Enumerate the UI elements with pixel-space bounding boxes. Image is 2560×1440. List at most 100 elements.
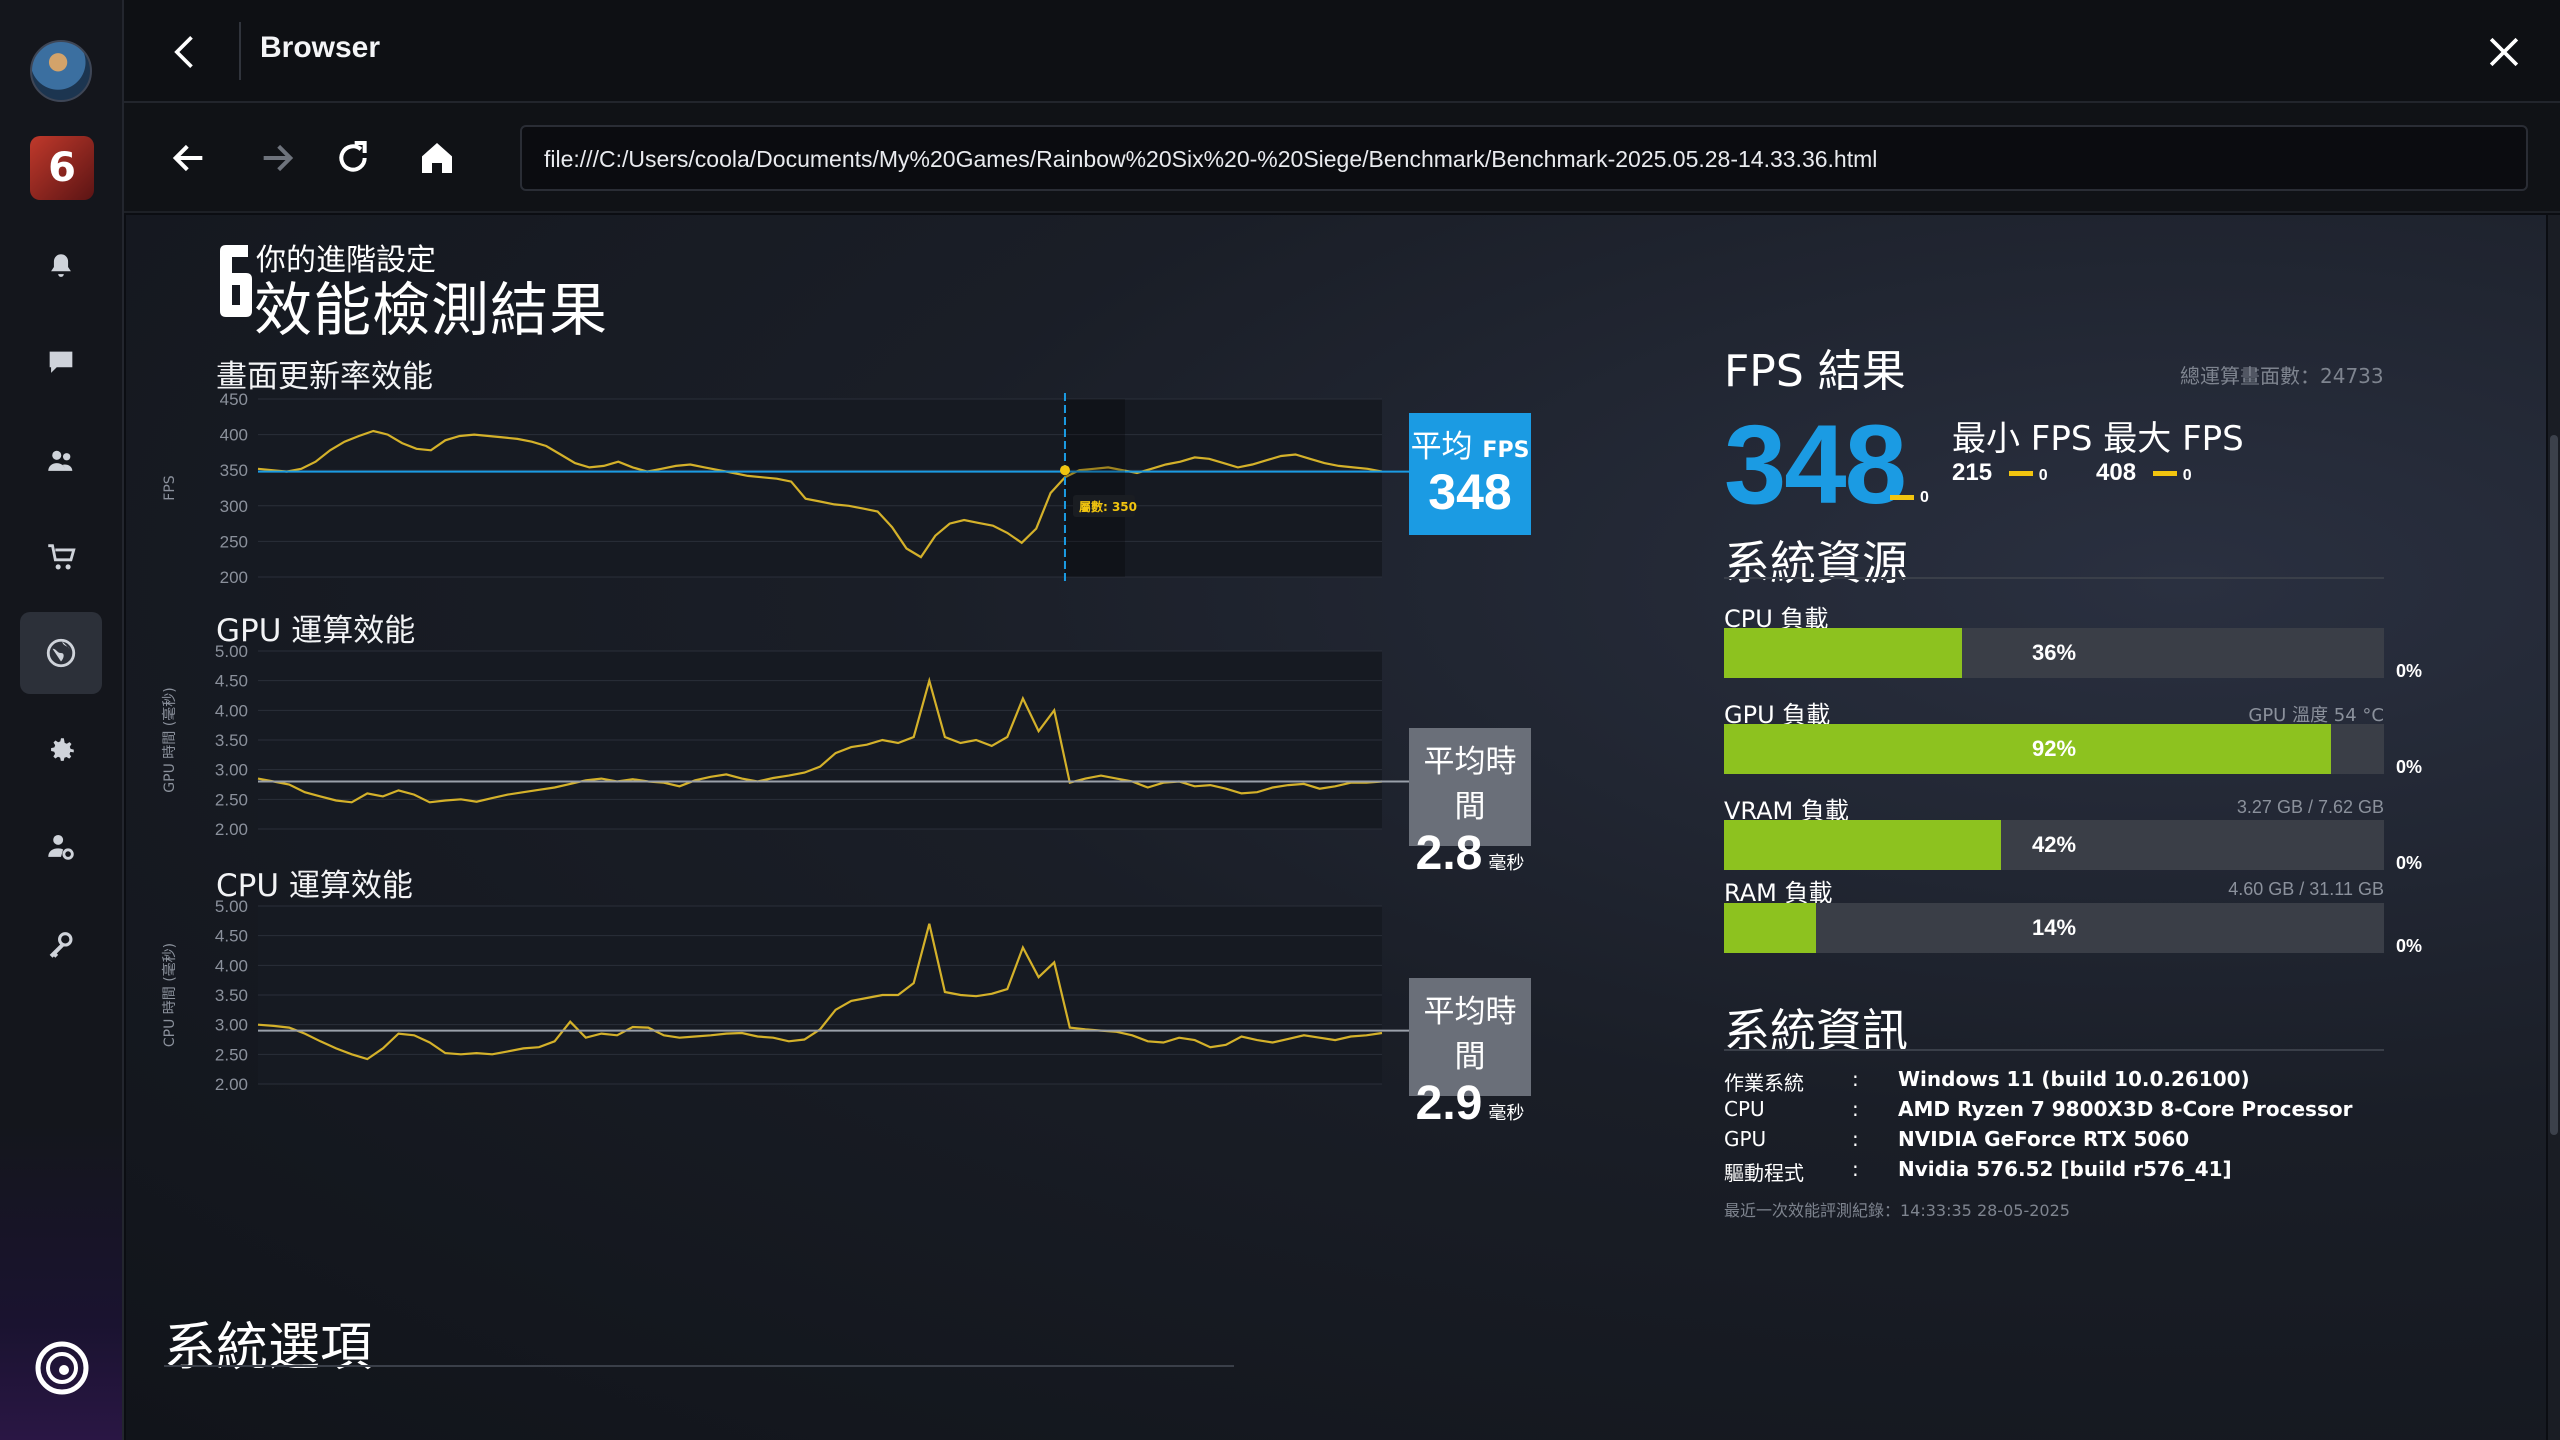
info-key: 驅動程式 bbox=[1724, 1161, 1804, 1185]
store-cart-icon[interactable] bbox=[20, 516, 102, 598]
vram-load-bar: 42% bbox=[1724, 820, 2384, 870]
info-value: AMD Ryzen 7 9800X3D 8-Core Processor bbox=[1898, 1097, 2353, 1121]
fps-tick-label: 250 bbox=[220, 532, 248, 551]
ubisoft-logo-icon bbox=[35, 1341, 89, 1395]
gpu-load-percent: 92% bbox=[2031, 736, 2077, 761]
fps-tooltip: 屬數: 350 bbox=[1079, 499, 1137, 514]
cpu-tick-label: 2.50 bbox=[215, 1045, 248, 1064]
cpu-tick-label: 2.00 bbox=[215, 1075, 248, 1094]
max-fps-zero: 0 bbox=[2182, 467, 2192, 484]
gpu-average-time-box: 平均時間 2.8 毫秒 bbox=[1409, 728, 1531, 880]
system-info-heading: 系統資訊 bbox=[1724, 1004, 1908, 1058]
info-value: Nvidia 576.52 [build r576_41] bbox=[1898, 1157, 2232, 1181]
fps-tooltip-bg bbox=[1072, 495, 1135, 517]
account-settings-icon[interactable] bbox=[20, 806, 102, 888]
cpu-load-min: 0% bbox=[2396, 661, 2423, 681]
cpu-chart-heading: CPU 運算效能 bbox=[216, 868, 413, 904]
close-icon[interactable] bbox=[2482, 30, 2526, 74]
fps-hover-point bbox=[1059, 465, 1070, 476]
vram-load-min: 0% bbox=[2396, 853, 2423, 873]
info-colon: : bbox=[1852, 1067, 1859, 1091]
cpu-tick-label: 3.50 bbox=[215, 986, 248, 1005]
reload-icon[interactable] bbox=[328, 133, 378, 183]
scrollbar-thumb[interactable] bbox=[2550, 435, 2558, 1135]
fps-tick-label: 450 bbox=[220, 390, 248, 409]
gpu-avg-label: 平均時間 bbox=[1423, 744, 1517, 825]
avg-fps-unit: FPS bbox=[1482, 438, 1530, 463]
gpu-avg-unit: 毫秒 bbox=[1488, 853, 1525, 874]
gpu-temperature: GPU 溫度 54 °C bbox=[2248, 705, 2384, 726]
left-sidebar: 6 bbox=[0, 0, 124, 1440]
gpu-load-fill bbox=[1724, 724, 2332, 774]
cpu-load-percent: 36% bbox=[2031, 640, 2077, 665]
vram-load-fill bbox=[1724, 820, 2002, 870]
max-fps: 408 0 bbox=[2096, 459, 2192, 487]
max-fps-value: 408 bbox=[2096, 459, 2137, 486]
fps-average-big: 348 bbox=[1724, 402, 1907, 527]
ram-load-fill bbox=[1724, 903, 1817, 953]
min-fps-value: 215 bbox=[1952, 459, 1993, 486]
info-key: CPU bbox=[1724, 1097, 1765, 1121]
ram-usage: 4.60 GB / 31.11 GB bbox=[2228, 879, 2384, 899]
vram-usage: 3.27 GB / 7.62 GB bbox=[2236, 797, 2384, 817]
page-title: 效能檢測結果 bbox=[254, 276, 609, 344]
fps-avg-zero: 0 bbox=[1920, 489, 1929, 506]
info-colon: : bbox=[1852, 1097, 1859, 1121]
fps-hover-shade bbox=[1064, 399, 1125, 577]
chat-icon[interactable] bbox=[20, 322, 102, 404]
fps-tick-label: 200 bbox=[220, 568, 248, 587]
game-icon[interactable]: 6 bbox=[30, 136, 94, 200]
fps-line-chart[interactable]: 450 400 350 300 250 200 FPS 屬數: 350 bbox=[146, 390, 1516, 613]
back-arrow-icon[interactable] bbox=[164, 133, 214, 183]
gpu-axis-label: GPU 時間 (毫秒) bbox=[161, 687, 178, 792]
min-fps: 215 0 bbox=[1952, 459, 2048, 487]
cpu-line-chart[interactable]: 5.00 4.50 4.00 3.50 3.00 2.50 2.00 CPU 時間 (毫秒) bbox=[146, 897, 1516, 1120]
gpu-tick-label: 2.50 bbox=[215, 790, 248, 809]
ram-load-bar: 14% bbox=[1724, 903, 2384, 953]
forward-arrow-icon[interactable] bbox=[252, 133, 302, 183]
gpu-line-chart[interactable]: 5.00 4.50 4.00 3.50 3.00 2.50 2.00 GPU 時間 (毫秒) bbox=[146, 642, 1516, 865]
fps-average-indicator: 0 bbox=[1890, 489, 1929, 507]
divider bbox=[164, 1365, 1234, 1367]
cpu-tick-label: 5.00 bbox=[215, 897, 248, 916]
cpu-load-fill bbox=[1724, 628, 1962, 678]
title-divider bbox=[239, 22, 241, 80]
url-text[interactable]: file:///C:/Users/coola/Documents/My%20Ga… bbox=[544, 146, 1878, 172]
total-frames: 總運算畫面數：24733 bbox=[2180, 364, 2384, 388]
ram-load-label: RAM 負載 bbox=[1724, 879, 1833, 907]
browser-globe-icon[interactable] bbox=[20, 612, 102, 694]
user-avatar[interactable] bbox=[30, 40, 92, 102]
system-options-heading: 系統選項 bbox=[164, 1318, 373, 1378]
close-browser-back-icon[interactable] bbox=[164, 30, 208, 74]
rainbow-six-logo-icon bbox=[220, 245, 252, 317]
settings-gear-icon[interactable] bbox=[20, 710, 102, 792]
home-icon[interactable] bbox=[412, 133, 462, 183]
cpu-series-line bbox=[257, 923, 1383, 1061]
fps-plot-area bbox=[258, 399, 1382, 577]
cpu-avg-label: 平均時間 bbox=[1423, 994, 1517, 1075]
browser-nav-bar: file:///C:/Users/coola/Documents/My%20Ga… bbox=[124, 103, 2560, 213]
divider bbox=[1724, 1049, 2384, 1051]
cpu-tick-label: 4.50 bbox=[215, 927, 248, 946]
last-benchmark-time: 最近一次效能評測紀錄：14:33:35 28-05-2025 bbox=[1724, 1201, 2070, 1220]
gpu-tick-label: 4.50 bbox=[215, 672, 248, 691]
friends-icon[interactable] bbox=[20, 420, 102, 502]
page-scrollbar[interactable] bbox=[2548, 215, 2560, 1440]
fps-series-line bbox=[257, 429, 1383, 559]
system-resources-heading: 系統資源 bbox=[1724, 536, 1908, 590]
key-icon[interactable] bbox=[20, 904, 102, 986]
min-max-label: 最小 FPS 最大 FPS bbox=[1952, 419, 2244, 459]
cpu-average-time-box: 平均時間 2.9 毫秒 bbox=[1409, 978, 1531, 1130]
gpu-tick-label: 5.00 bbox=[215, 642, 248, 661]
benchmark-page: 你的進階設定 效能檢測結果 畫面更新率效能 450 400 350 300 250 200… bbox=[126, 215, 2546, 1440]
fps-tick-label: 350 bbox=[220, 461, 248, 480]
address-bar[interactable]: file:///C:/Users/coola/Documents/My%20Ga… bbox=[520, 125, 2528, 191]
ram-load-min: 0% bbox=[2396, 936, 2423, 956]
average-fps-box: 平均 FPS 348 bbox=[1409, 413, 1531, 535]
fps-tick-label: 400 bbox=[220, 426, 248, 445]
cpu-avg-unit: 毫秒 bbox=[1488, 1103, 1525, 1124]
title-bar: Browser bbox=[124, 0, 2560, 103]
cpu-axis-label: CPU 時間 (毫秒) bbox=[161, 943, 178, 1047]
fps-chart-heading: 畫面更新率效能 bbox=[216, 359, 433, 395]
notifications-icon[interactable] bbox=[20, 226, 102, 308]
